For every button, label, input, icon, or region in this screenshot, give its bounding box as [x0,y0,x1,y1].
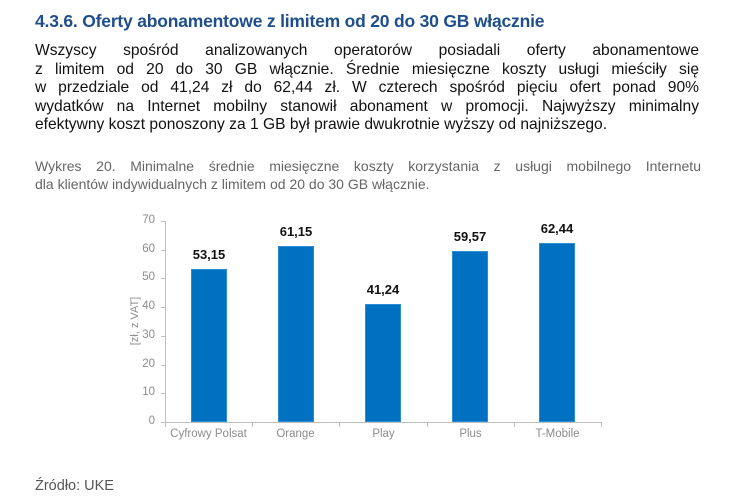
x-tick-label: Play [372,428,395,440]
x-tick-mark [252,422,253,427]
x-tick-label: Plus [459,428,482,440]
x-tick-label: T-Mobile [535,428,580,440]
y-tick-label: 50 [142,271,155,283]
bar-value-label: 62,44 [540,221,574,236]
paragraph-line: efektywny koszt ponoszony za 1 GB był pr… [35,116,608,134]
y-tick-mark [161,422,165,423]
paragraph-line: z limitem od 20 do 30 GB włącznie. Średn… [35,60,699,78]
bar-value-label: 53,15 [192,247,226,262]
x-tick-mark [427,422,428,427]
y-tick-label: 20 [142,358,155,370]
y-tick-label: 70 [142,214,155,226]
y-tick-mark [161,393,165,394]
bar-value-label: 61,15 [279,224,313,239]
paragraph-line: w przedziale od 41,24 zł do 62,44 zł. W … [35,79,699,97]
bar-play [365,304,401,422]
bar-orange [278,246,314,422]
y-tick-mark [161,278,165,279]
bar-value-label: 41,24 [366,282,400,297]
bar-t-mobile [539,243,575,422]
y-tick-label: 40 [142,300,155,312]
y-tick-label: 0 [148,415,155,427]
x-axis-line [165,422,602,423]
source-note: Źródło: UKE [35,478,114,494]
y-axis-line [165,221,166,423]
body-paragraph: Wszyscy spośród analizowanych operatorów… [35,42,699,135]
bar-value-label: 59,57 [453,229,487,244]
caption-line: Wykres 20. Minimalne średnie miesięczne … [35,158,701,174]
x-tick-mark [165,422,166,427]
section-heading: 4.3.6. Oferty abonamentowe z limitem od … [35,11,545,31]
y-tick-mark [161,365,165,366]
y-tick-mark [161,336,165,337]
y-tick-mark [161,307,165,308]
y-tick-label: 10 [142,386,155,398]
paragraph-line: wydatków na Internet mobilny stanowił ab… [35,97,699,115]
bar-plus [452,251,488,422]
y-tick-label: 60 [142,243,155,255]
paragraph-line: Wszyscy spośród analizowanych operatorów… [35,42,699,59]
x-tick-label: Cyfrowy Polsat [170,428,247,440]
x-tick-mark [514,422,515,427]
bar-cyfrowy-polsat [191,269,227,422]
x-tick-mark [601,422,602,427]
caption-line: dla klientów indywidualnych z limitem od… [35,175,430,192]
y-tick-label: 30 [142,329,155,341]
y-tick-mark [161,221,165,222]
chart-caption: Wykres 20. Minimalne średnie miesięczne … [35,158,701,193]
y-tick-mark [161,250,165,251]
x-tick-label: Orange [276,428,315,440]
x-tick-mark [339,422,340,427]
y-axis-label: [zł, z VAT] [129,296,141,346]
